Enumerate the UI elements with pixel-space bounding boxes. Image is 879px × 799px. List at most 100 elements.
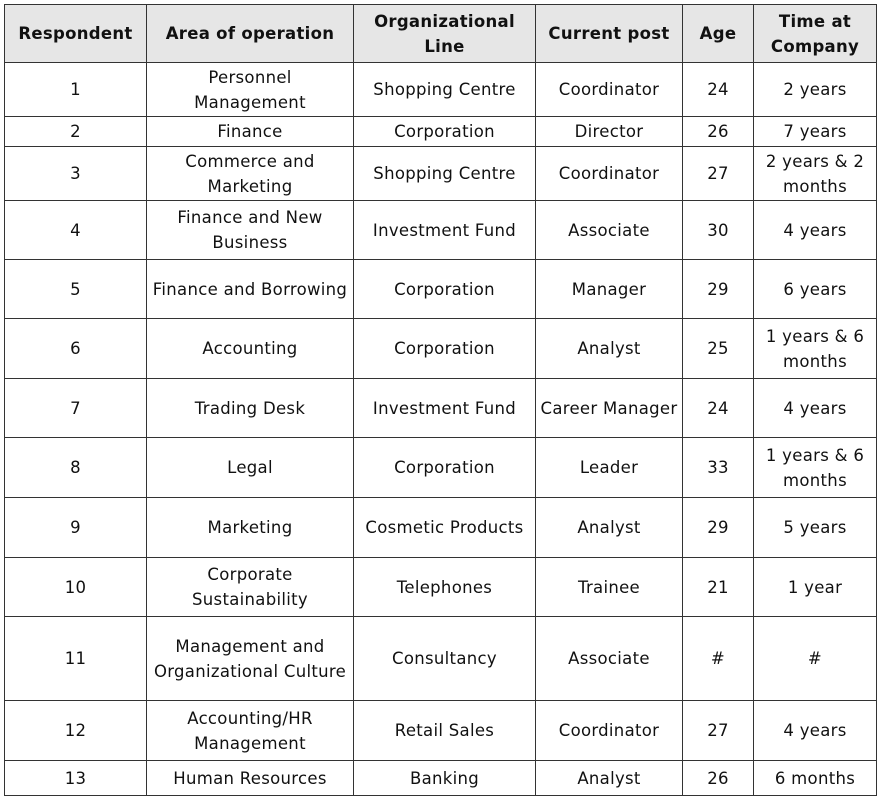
table-cell: 33 <box>682 437 754 498</box>
table-cell: # <box>753 616 877 701</box>
table-cell: Corporation <box>353 437 536 498</box>
table-cell: 9 <box>4 497 147 558</box>
table-cell: Analyst <box>535 760 683 796</box>
table-cell: 1 <box>4 62 147 117</box>
table-cell: Corporation <box>353 318 536 379</box>
table-cell: 29 <box>682 259 754 319</box>
table-cell: Coordinator <box>535 62 683 117</box>
table-cell: 2 years <box>753 62 877 117</box>
table-cell: Career Manager <box>535 378 683 438</box>
table-cell: 4 years <box>753 378 877 438</box>
column-header: Organizational Line <box>353 4 536 63</box>
table-cell: Coordinator <box>535 700 683 761</box>
table-cell: 29 <box>682 497 754 558</box>
table-cell: 27 <box>682 700 754 761</box>
header-row: Respondent Area of operation Organizationa… <box>4 4 877 63</box>
table-cell: 7 <box>4 378 147 438</box>
table-cell: 11 <box>4 616 147 701</box>
table-cell: # <box>682 616 754 701</box>
table-cell: Corporation <box>353 116 536 147</box>
table-cell: Associate <box>535 200 683 260</box>
table-cell: Corporation <box>353 259 536 319</box>
table-cell: Trainee <box>535 557 683 617</box>
table-cell: 10 <box>4 557 147 617</box>
table-cell: 26 <box>682 760 754 796</box>
table-row: 11 Management and Organizational Culture C… <box>4 616 877 701</box>
table-cell: Personnel Management <box>146 62 354 117</box>
table-cell: Banking <box>353 760 536 796</box>
table-row: 13 Human Resources Banking Analyst 26 6 month… <box>4 760 877 796</box>
table-row: 2 Finance Corporation Director 26 7 years <box>4 116 877 147</box>
table-cell: Analyst <box>535 318 683 379</box>
table-row: 10 Corporate Sustainability Telephones Trai… <box>4 557 877 617</box>
data-table: Respondent Area of operation Organizationa… <box>4 4 877 796</box>
table-cell: 5 <box>4 259 147 319</box>
table-cell: Finance <box>146 116 354 147</box>
column-header: Age <box>682 4 754 63</box>
table-cell: 30 <box>682 200 754 260</box>
table-cell: 27 <box>682 146 754 201</box>
table-cell: Human Resources <box>146 760 354 796</box>
column-header: Time at Company <box>753 4 877 63</box>
table-cell: 5 years <box>753 497 877 558</box>
table-cell: 4 years <box>753 700 877 761</box>
table-cell: Accounting <box>146 318 354 379</box>
table-row: 5 Finance and Borrowing Corporation Manager… <box>4 259 877 319</box>
table-cell: Shopping Centre <box>353 146 536 201</box>
table-cell: Consultancy <box>353 616 536 701</box>
table-cell: Shopping Centre <box>353 62 536 117</box>
table-cell: Marketing <box>146 497 354 558</box>
table-cell: 25 <box>682 318 754 379</box>
table-cell: 3 <box>4 146 147 201</box>
table-cell: 24 <box>682 378 754 438</box>
table-cell: Director <box>535 116 683 147</box>
table-cell: Finance and New Business <box>146 200 354 260</box>
table-cell: Corporate Sustainability <box>146 557 354 617</box>
table-cell: Investment Fund <box>353 378 536 438</box>
table-cell: Management and Organizational Culture <box>146 616 354 701</box>
table-cell: Retail Sales <box>353 700 536 761</box>
table-body: 1 Personnel Management Shopping Centre Coor… <box>4 62 877 796</box>
table-cell: Analyst <box>535 497 683 558</box>
table-cell: 2 years & 2 months <box>753 146 877 201</box>
table-cell: 6 months <box>753 760 877 796</box>
table-row: 7 Trading Desk Investment Fund Career Manag… <box>4 378 877 438</box>
table-cell: 7 years <box>753 116 877 147</box>
table-row: 4 Finance and New Business Investment Fund… <box>4 200 877 260</box>
table-cell: Trading Desk <box>146 378 354 438</box>
table-row: 3 Commerce and Marketing Shopping Centre Co… <box>4 146 877 201</box>
table-cell: 24 <box>682 62 754 117</box>
table-cell: 8 <box>4 437 147 498</box>
table-row: 6 Accounting Corporation Analyst 25 1 years &… <box>4 318 877 379</box>
table-row: 9 Marketing Cosmetic Products Analyst 29 5 ye… <box>4 497 877 558</box>
table-cell: Associate <box>535 616 683 701</box>
table-cell: Accounting/HR Management <box>146 700 354 761</box>
table-cell: 1 years & 6 months <box>753 318 877 379</box>
table-row: 8 Legal Corporation Leader 33 1 years & 6 mon… <box>4 437 877 498</box>
column-header: Respondent <box>4 4 147 63</box>
table-cell: Finance and Borrowing <box>146 259 354 319</box>
table-cell: Coordinator <box>535 146 683 201</box>
table-cell: 1 year <box>753 557 877 617</box>
table-cell: Legal <box>146 437 354 498</box>
table-cell: 4 years <box>753 200 877 260</box>
column-header: Area of operation <box>146 4 354 63</box>
table-cell: Telephones <box>353 557 536 617</box>
table-cell: 21 <box>682 557 754 617</box>
table-cell: 2 <box>4 116 147 147</box>
column-header: Current post <box>535 4 683 63</box>
table-cell: Leader <box>535 437 683 498</box>
table-cell: 4 <box>4 200 147 260</box>
table-row: 1 Personnel Management Shopping Centre Coor… <box>4 62 877 117</box>
table-cell: Cosmetic Products <box>353 497 536 558</box>
table-cell: 6 years <box>753 259 877 319</box>
table-cell: 1 years & 6 months <box>753 437 877 498</box>
table-cell: 13 <box>4 760 147 796</box>
table-cell: Manager <box>535 259 683 319</box>
table-cell: Commerce and Marketing <box>146 146 354 201</box>
table-row: 12 Accounting/HR Management Retail Sales Co… <box>4 700 877 761</box>
table-cell: 26 <box>682 116 754 147</box>
table-cell: 12 <box>4 700 147 761</box>
table-cell: 6 <box>4 318 147 379</box>
